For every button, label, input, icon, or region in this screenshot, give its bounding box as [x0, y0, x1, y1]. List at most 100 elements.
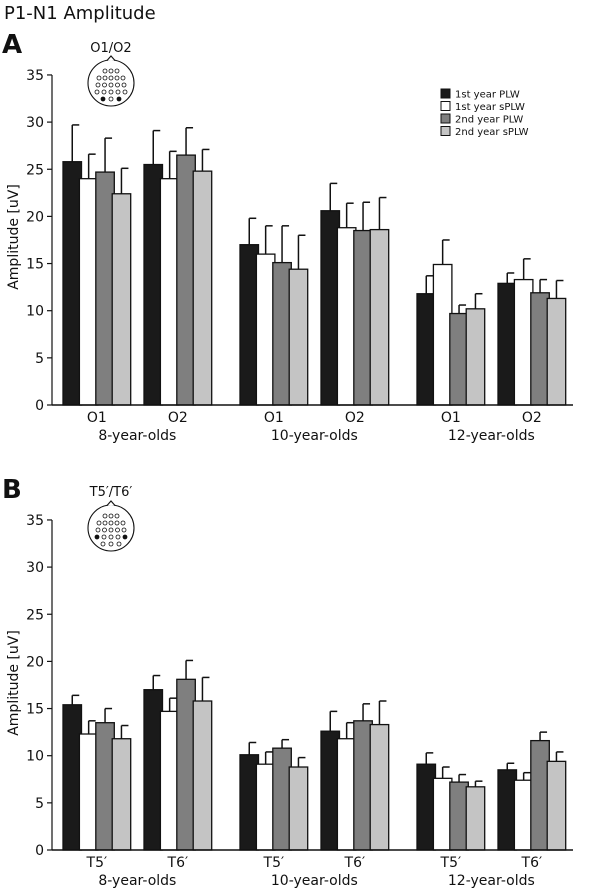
legend-swatch [440, 113, 451, 124]
bar-a [465, 308, 486, 406]
electrode-b [116, 541, 122, 547]
electrode-a [114, 68, 120, 74]
electrode-b [108, 520, 114, 526]
electrode-b [114, 520, 120, 526]
bar-a [369, 228, 390, 406]
bar-a [320, 210, 341, 406]
electrode-map-b [87, 500, 135, 552]
electrode-a [108, 96, 114, 102]
bar-a [159, 178, 180, 406]
y-tick-label-a: 35 [26, 68, 44, 84]
legend-label: 2nd year PLW [455, 115, 523, 126]
bar-a [95, 171, 115, 406]
bar-a [78, 178, 99, 406]
electrode-b [94, 534, 100, 540]
y-axis-label-a: Amplitude [uV] [6, 184, 22, 290]
bar-b [416, 763, 437, 851]
x-tick-label-a: O1 [441, 410, 461, 426]
panel-letter-a: A [2, 30, 22, 60]
bar-a [513, 278, 534, 406]
bar-b [465, 786, 486, 851]
x-tick-label-a: O2 [522, 410, 542, 426]
electrode-a [114, 75, 120, 81]
bar-a [432, 263, 453, 406]
y-tick-label-a: 30 [26, 115, 44, 131]
y-tick-label-a: 20 [26, 209, 44, 225]
y-tick-label-b: 0 [35, 843, 44, 859]
y-tick-label-b: 20 [26, 654, 44, 670]
legend-label: 1st year sPLW [455, 102, 525, 113]
electrode-b [121, 527, 127, 533]
x-tick-label-a: O1 [87, 410, 107, 426]
electrode-a [95, 82, 101, 88]
electrode-a [108, 75, 114, 81]
bar-b [353, 720, 373, 851]
bar-b [111, 738, 132, 851]
bar-b [239, 754, 260, 851]
bar-a [416, 293, 437, 406]
bar-b [497, 769, 518, 851]
plot-area-b: 0 5 10 15 20 25 30 35 T5′ T6′ T5′ T6′ T5′ T6′ 8-year-o… [26, 513, 573, 888]
bar-a [546, 297, 567, 406]
head-nose-a [106, 55, 116, 61]
panel-b: B Amplitude [uV] T5′/T6′ 0 5 10 15 20 25 30 35 T… [2, 475, 573, 888]
y-tick-label-b: 25 [26, 607, 44, 623]
electrode-a [108, 82, 114, 88]
group-label-a: 12-year-olds [448, 428, 535, 444]
x-tick-label-b: T5′ [440, 855, 462, 871]
y-axis-label-b: Amplitude [uV] [6, 630, 22, 736]
y-tick-label-a: 0 [35, 398, 44, 414]
bar-a [530, 292, 550, 406]
x-tick-label-a: O1 [264, 410, 284, 426]
bar-a [239, 244, 260, 406]
group-label-b: 10-year-olds [271, 873, 358, 888]
electrode-b [96, 520, 102, 526]
electrode-a [96, 75, 102, 81]
electrode-a [101, 89, 107, 95]
electrode-b [95, 527, 101, 533]
plot-area-a: 0 5 10 15 20 25 30 35 O1 O2 O1 O2 O1 O2 8-year-olds 10-… [26, 68, 573, 444]
x-tick-label-a: O2 [345, 410, 365, 426]
bar-b [255, 763, 276, 851]
inset-label-a: O1/O2 [90, 41, 131, 56]
electrode-b [120, 520, 126, 526]
group-label-a: 10-year-olds [271, 428, 358, 444]
electrode-map-a [87, 55, 135, 107]
x-tick-label-a: O2 [168, 410, 188, 426]
bar-a [353, 229, 373, 406]
y-tick-label-b: 30 [26, 560, 44, 576]
y-tick-label-a: 10 [26, 304, 44, 320]
bar-b [288, 766, 309, 851]
x-tick-label-b: T6′ [167, 855, 189, 871]
inset-label-b: T5′/T6′ [89, 485, 133, 500]
bar-b [95, 722, 115, 851]
electrode-a [108, 68, 114, 74]
electrode-b [102, 520, 108, 526]
y-tick-label-a: 5 [35, 351, 44, 367]
bar-b [78, 733, 99, 851]
bar-a [176, 154, 196, 406]
bar-b [513, 779, 534, 851]
electrode-a [120, 75, 126, 81]
electrode-b [114, 513, 120, 519]
x-tick-label-b: T6′ [521, 855, 543, 871]
legend-swatch [440, 126, 451, 136]
bar-b [320, 730, 341, 851]
electrode-b [102, 527, 107, 533]
bar-b [369, 723, 390, 851]
x-tick-label-b: T5′ [263, 855, 285, 871]
electrode-b [100, 541, 106, 547]
bar-b [62, 704, 83, 851]
electrode-a [100, 96, 106, 102]
electrode-a [116, 96, 122, 102]
electrode-a [94, 89, 100, 95]
bar-b [336, 738, 357, 851]
group-label-b: 8-year-olds [98, 873, 176, 888]
bar-a [449, 312, 469, 406]
y-tick-label-a: 25 [26, 162, 44, 178]
bar-b [432, 777, 453, 851]
electrode-b [108, 534, 114, 540]
electrode-a [102, 75, 108, 81]
bar-b [159, 710, 180, 851]
